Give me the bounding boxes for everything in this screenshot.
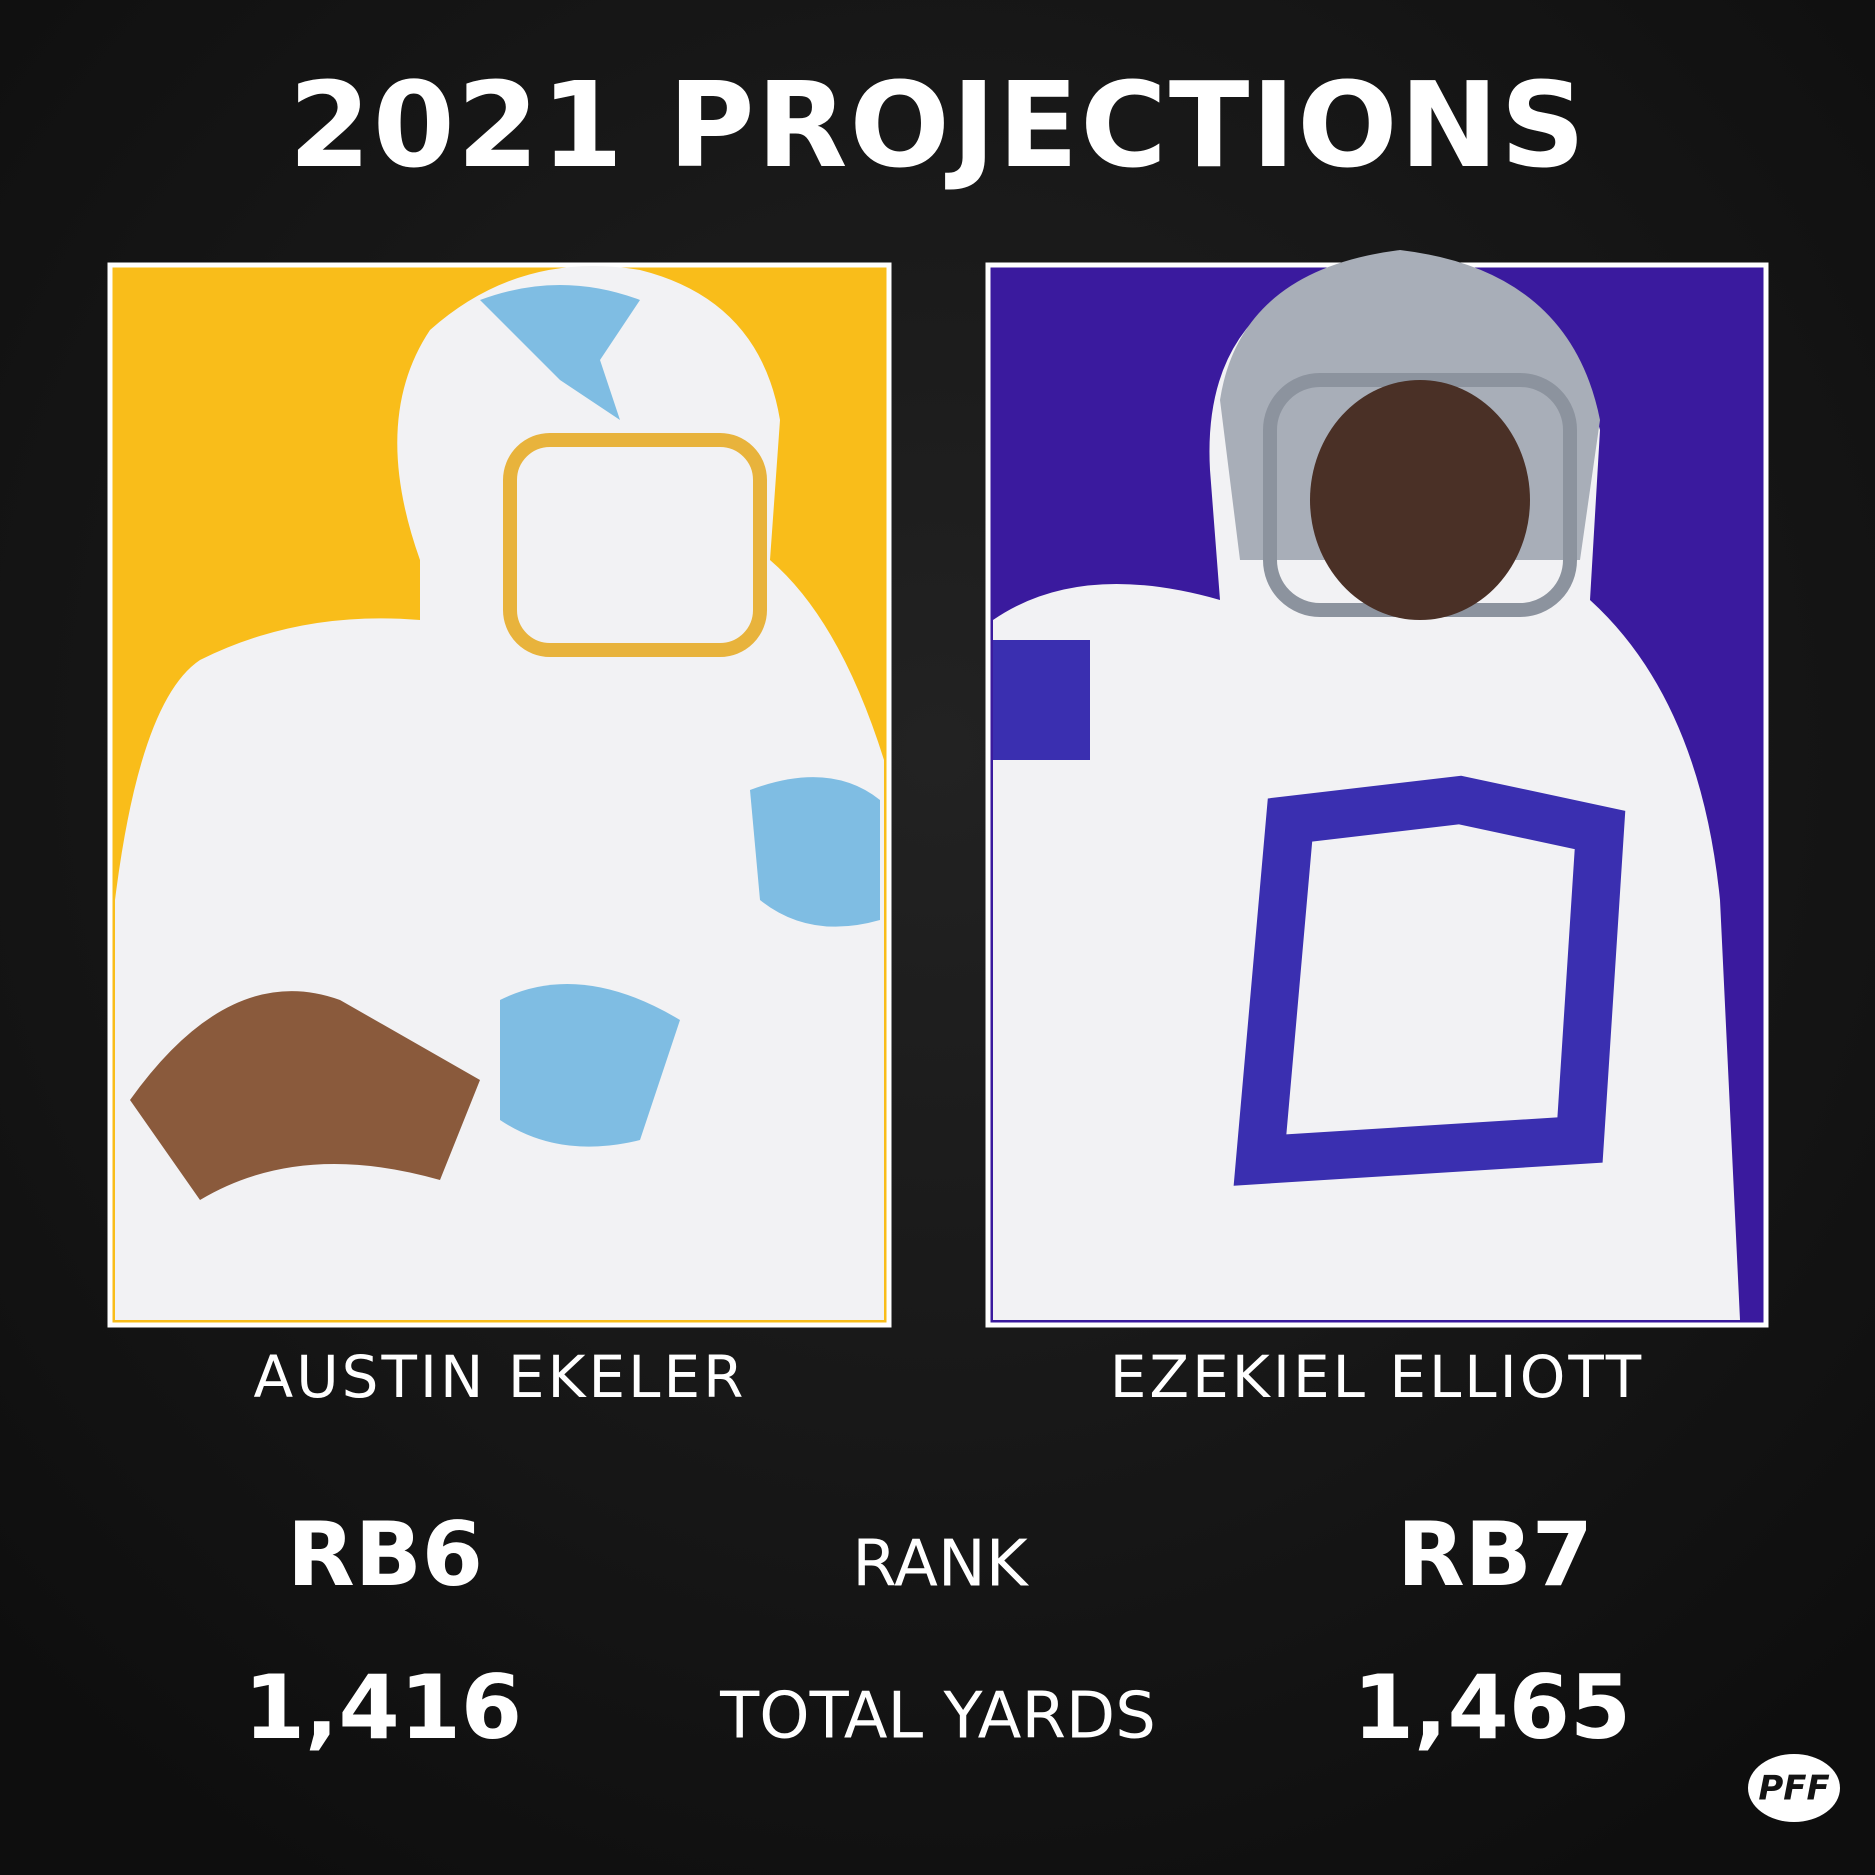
rank-value: RB7 xyxy=(1397,1503,1593,1606)
stat-label: TOTAL YARDS xyxy=(719,1680,1156,1754)
player-name: AUSTIN EKELER xyxy=(254,1343,747,1411)
logo: PFF xyxy=(1748,1754,1840,1822)
yards-value: 1,416 xyxy=(244,1656,522,1759)
logo-text: PFF xyxy=(1758,1769,1829,1809)
player-name: EZEKIEL ELLIOTT xyxy=(1110,1343,1644,1411)
yards-value: 1,465 xyxy=(1353,1656,1631,1759)
player-card xyxy=(985,250,1769,1328)
stat-label: RANK xyxy=(852,1528,1030,1602)
title: 2021 PROJECTIONS xyxy=(289,56,1588,194)
player-card xyxy=(107,262,892,1328)
player-photo xyxy=(993,250,1740,1320)
player-photo xyxy=(115,266,884,1320)
rank-value: RB6 xyxy=(287,1503,483,1606)
logo-badge xyxy=(1748,1754,1840,1822)
